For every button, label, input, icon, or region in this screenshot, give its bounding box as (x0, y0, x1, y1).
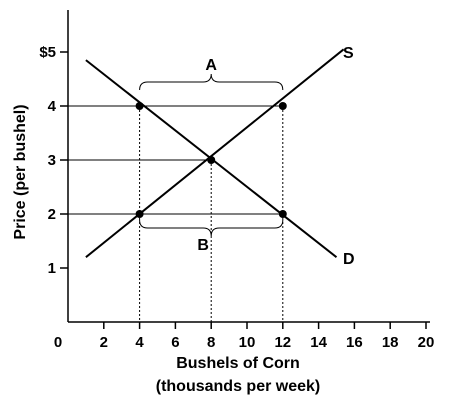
curves: SD (85, 45, 355, 268)
curve-label-d: D (343, 251, 355, 268)
brace-b (139, 219, 284, 237)
data-point (135, 102, 144, 110)
x-axis-subtitle: (thousands per week) (156, 378, 320, 395)
y-tick-label: 2 (48, 206, 56, 223)
x-tick-label: 6 (171, 334, 179, 351)
braces: AB (139, 57, 284, 254)
brace-a (139, 73, 284, 91)
brace-label-a: A (205, 57, 217, 74)
x-tick-label: 18 (382, 334, 399, 351)
data-point (135, 210, 144, 218)
x-tick-label: 0 (54, 334, 62, 351)
y-tick-label: 1 (48, 260, 56, 277)
y-axis-title: Price (per bushel) (12, 104, 29, 239)
y-tick-label: 4 (48, 98, 57, 115)
x-tick-label: 16 (346, 334, 363, 351)
data-point (278, 102, 287, 110)
x-tick-label: 2 (100, 334, 108, 351)
brace-label-b: B (197, 237, 209, 254)
curve-label-s: S (343, 45, 354, 62)
data-point (207, 156, 216, 164)
x-tick-label: 4 (135, 334, 144, 351)
y-tick-label: $5 (39, 44, 56, 61)
data-points (135, 102, 287, 218)
curve-s (85, 48, 345, 258)
x-tick-label: 14 (310, 334, 327, 351)
x-tick-label: 20 (418, 334, 435, 351)
x-tick-label: 12 (274, 334, 291, 351)
x-axis-title: Bushels of Corn (176, 355, 300, 372)
labels: Price (per bushel) Bushels of Corn (thou… (12, 104, 320, 395)
x-tick-label: 8 (207, 334, 215, 351)
x-tick-label: 10 (239, 334, 256, 351)
reference-lines (68, 105, 284, 322)
y-tick-label: 3 (48, 152, 56, 169)
data-point (278, 210, 287, 218)
